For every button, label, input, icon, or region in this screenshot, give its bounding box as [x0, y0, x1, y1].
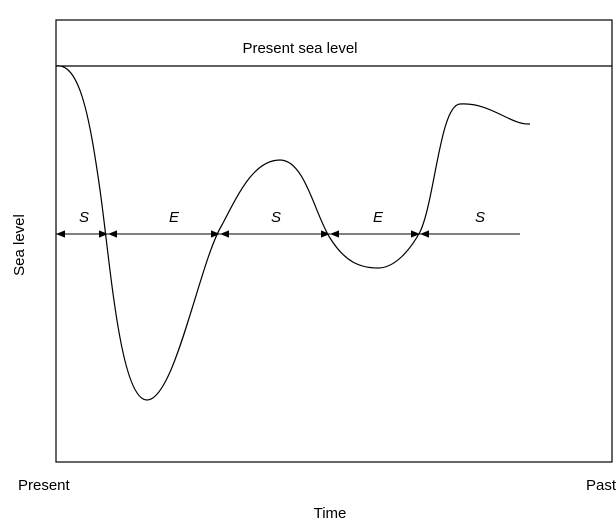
segment-label: S [271, 209, 281, 226]
x-axis-label: Time [314, 505, 347, 522]
frame [55, 19, 613, 463]
segment-label: S [475, 209, 485, 226]
reference-label: Present sea level [242, 40, 357, 57]
segment-label: S [79, 209, 89, 226]
segment-label: E [169, 209, 180, 226]
segment-label: E [373, 209, 384, 226]
x-start-label: Present [18, 477, 71, 494]
y-axis-label: Sea level [11, 214, 28, 276]
sea-level-curve [55, 65, 531, 401]
x-end-label: Past [586, 477, 616, 494]
